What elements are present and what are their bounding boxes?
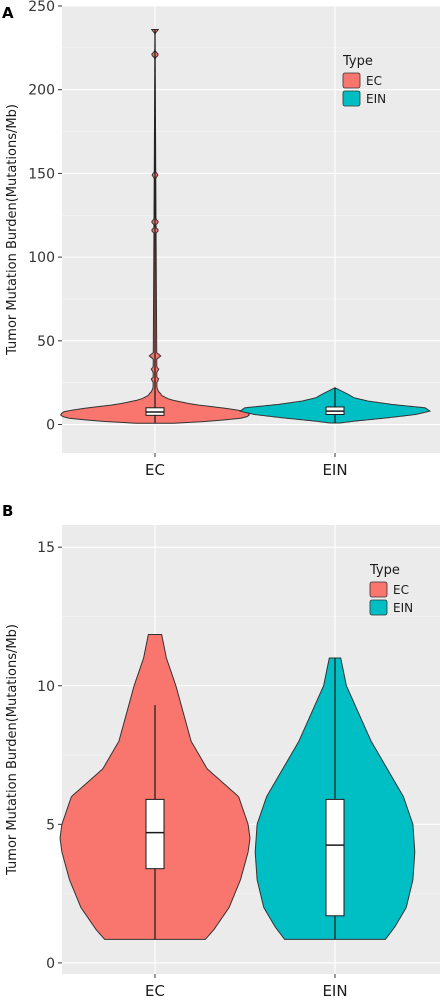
legend-label-ein: EIN xyxy=(393,601,413,615)
box-ec xyxy=(145,798,165,870)
y-tick-label: 0 xyxy=(46,418,55,434)
x-tick-label-ein: EIN xyxy=(322,982,347,1000)
plot-background xyxy=(62,6,440,453)
legend-title: Type xyxy=(342,54,373,69)
y-tick-label: 150 xyxy=(28,166,55,182)
panel-b: 0 5 10 15 EC EIN Tumor Mutation Burden(Mutatio… xyxy=(2,502,440,1000)
y-tick-label: 200 xyxy=(28,83,55,99)
y-tick-label: 0 xyxy=(46,956,55,972)
x-tick-label-ec: EC xyxy=(145,982,165,1000)
y-tick-label: 15 xyxy=(37,540,55,556)
legend-key-ein xyxy=(342,90,361,107)
legend: Type EC EIN xyxy=(342,54,386,107)
panel-letter: B xyxy=(2,502,13,520)
y-tick-label: 100 xyxy=(28,250,55,266)
y-axis-title: Tumor Mutation Burden(Mutations/Mb) xyxy=(5,624,20,876)
y-axis-title: Tumor Mutation Burden(Mutations/Mb) xyxy=(5,104,20,356)
x-tick-label-ein: EIN xyxy=(322,461,347,479)
y-tick-label: 50 xyxy=(37,334,55,350)
panel-letter: A xyxy=(2,4,14,22)
legend-key-ein xyxy=(369,599,388,616)
legend-title: Type xyxy=(369,563,400,578)
legend-key-ec xyxy=(369,581,388,598)
legend: Type EC EIN xyxy=(369,563,413,616)
y-tick-label: 5 xyxy=(46,817,55,833)
x-tick-label-ec: EC xyxy=(145,461,165,479)
legend-key-ec xyxy=(342,72,361,89)
legend-label-ein: EIN xyxy=(366,92,386,106)
panel-a: 0 50 100 150 200 250 EC EIN Tumor Mutation Burde… xyxy=(2,0,440,479)
y-tick-label: 250 xyxy=(28,0,55,15)
legend-label-ec: EC xyxy=(393,583,409,597)
box-ein xyxy=(325,798,345,917)
y-tick-label: 10 xyxy=(37,679,55,695)
legend-label-ec: EC xyxy=(366,74,382,88)
